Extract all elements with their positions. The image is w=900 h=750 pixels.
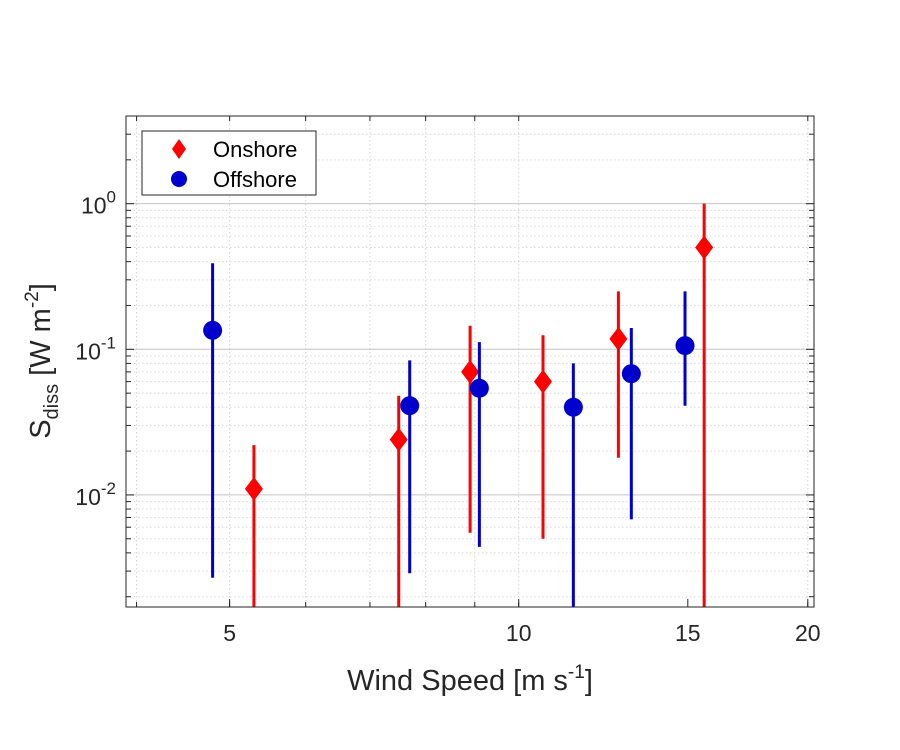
- offshore-point: [469, 378, 489, 398]
- x-tick-label: 15: [675, 620, 701, 646]
- legend-onshore-marker: [172, 139, 186, 159]
- legend-offshore-marker: [171, 171, 187, 187]
- offshore-point: [621, 364, 641, 384]
- onshore-point: [534, 369, 553, 394]
- onshore-point: [695, 235, 714, 260]
- onshore-point: [609, 326, 628, 351]
- y-tick-label: 100: [81, 188, 116, 219]
- legend: Onshore Offshore: [141, 130, 317, 196]
- x-tick-label: 5: [223, 620, 236, 646]
- onshore-point: [461, 359, 480, 384]
- legend-offshore-label: Offshore: [213, 167, 297, 192]
- onshore-point: [244, 476, 263, 501]
- y-tick-label: 10-2: [75, 479, 116, 510]
- offshore-point: [400, 396, 420, 416]
- ticks: 5 10 15 20 10-2 10-1 100: [75, 116, 821, 646]
- plot-frame: [125, 115, 815, 608]
- y-axis-title: Sdiss [W m-2]: [22, 283, 63, 439]
- data-layer: [203, 203, 714, 607]
- onshore-point: [389, 427, 408, 452]
- x-tick-label: 20: [795, 620, 821, 646]
- legend-box: [141, 130, 317, 196]
- legend-onshore-label: Onshore: [213, 137, 297, 162]
- offshore-point: [563, 397, 583, 417]
- x-tick-label: 10: [506, 620, 532, 646]
- offshore-point: [203, 320, 223, 340]
- y-tick-label: 10-1: [75, 333, 116, 364]
- offshore-point: [675, 336, 695, 356]
- x-axis-title: Wind Speed [m s-1]: [347, 662, 593, 697]
